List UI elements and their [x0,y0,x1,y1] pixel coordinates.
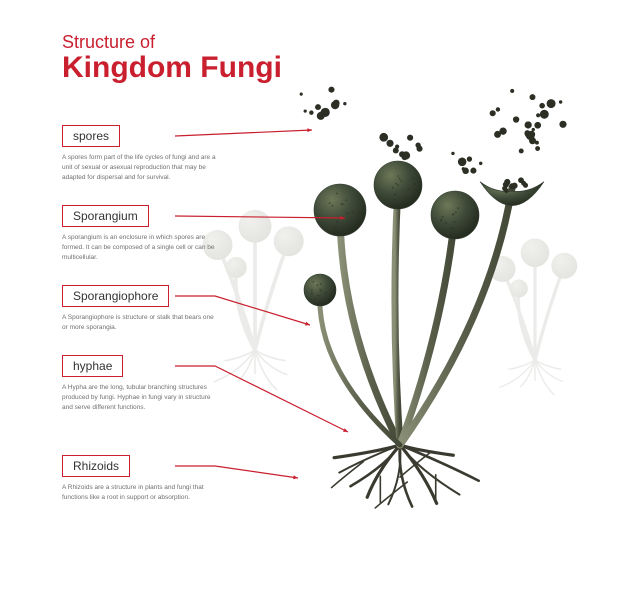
label-desc-spores: A spores form part of the life cycles of… [62,153,217,182]
label-sporangium: Sporangium A sporangium is an enclosure i… [62,205,242,262]
label-sporangiophore: Sporangiophore A Sporangiophore is struct… [62,285,242,333]
label-rhizoids: Rhizoids A Rhizoids are a structure in pl… [62,455,242,503]
title-small: Structure of [62,32,282,53]
title-large: Kingdom Fungi [62,51,282,85]
label-desc-rhizoids: A Rhizoids are a structure in plants and… [62,483,217,503]
label-desc-hyphae: A Hypha are the long, tubular branching … [62,383,217,412]
label-hyphae: hyphae A Hypha are the long, tubular bran… [62,355,242,412]
diagram-title: Structure of Kingdom Fungi [62,32,282,85]
label-box-hyphae: hyphae [62,355,123,377]
label-box-sporangium: Sporangium [62,205,149,227]
label-box-rhizoids: Rhizoids [62,455,130,477]
label-box-sporangiophore: Sporangiophore [62,285,169,307]
label-desc-sporangiophore: A Sporangiophore is structure or stalk t… [62,313,217,333]
label-spores: spores A spores form part of the life cyc… [62,125,242,182]
label-desc-sporangium: A sporangium is an enclosure in which sp… [62,233,217,262]
label-box-spores: spores [62,125,120,147]
